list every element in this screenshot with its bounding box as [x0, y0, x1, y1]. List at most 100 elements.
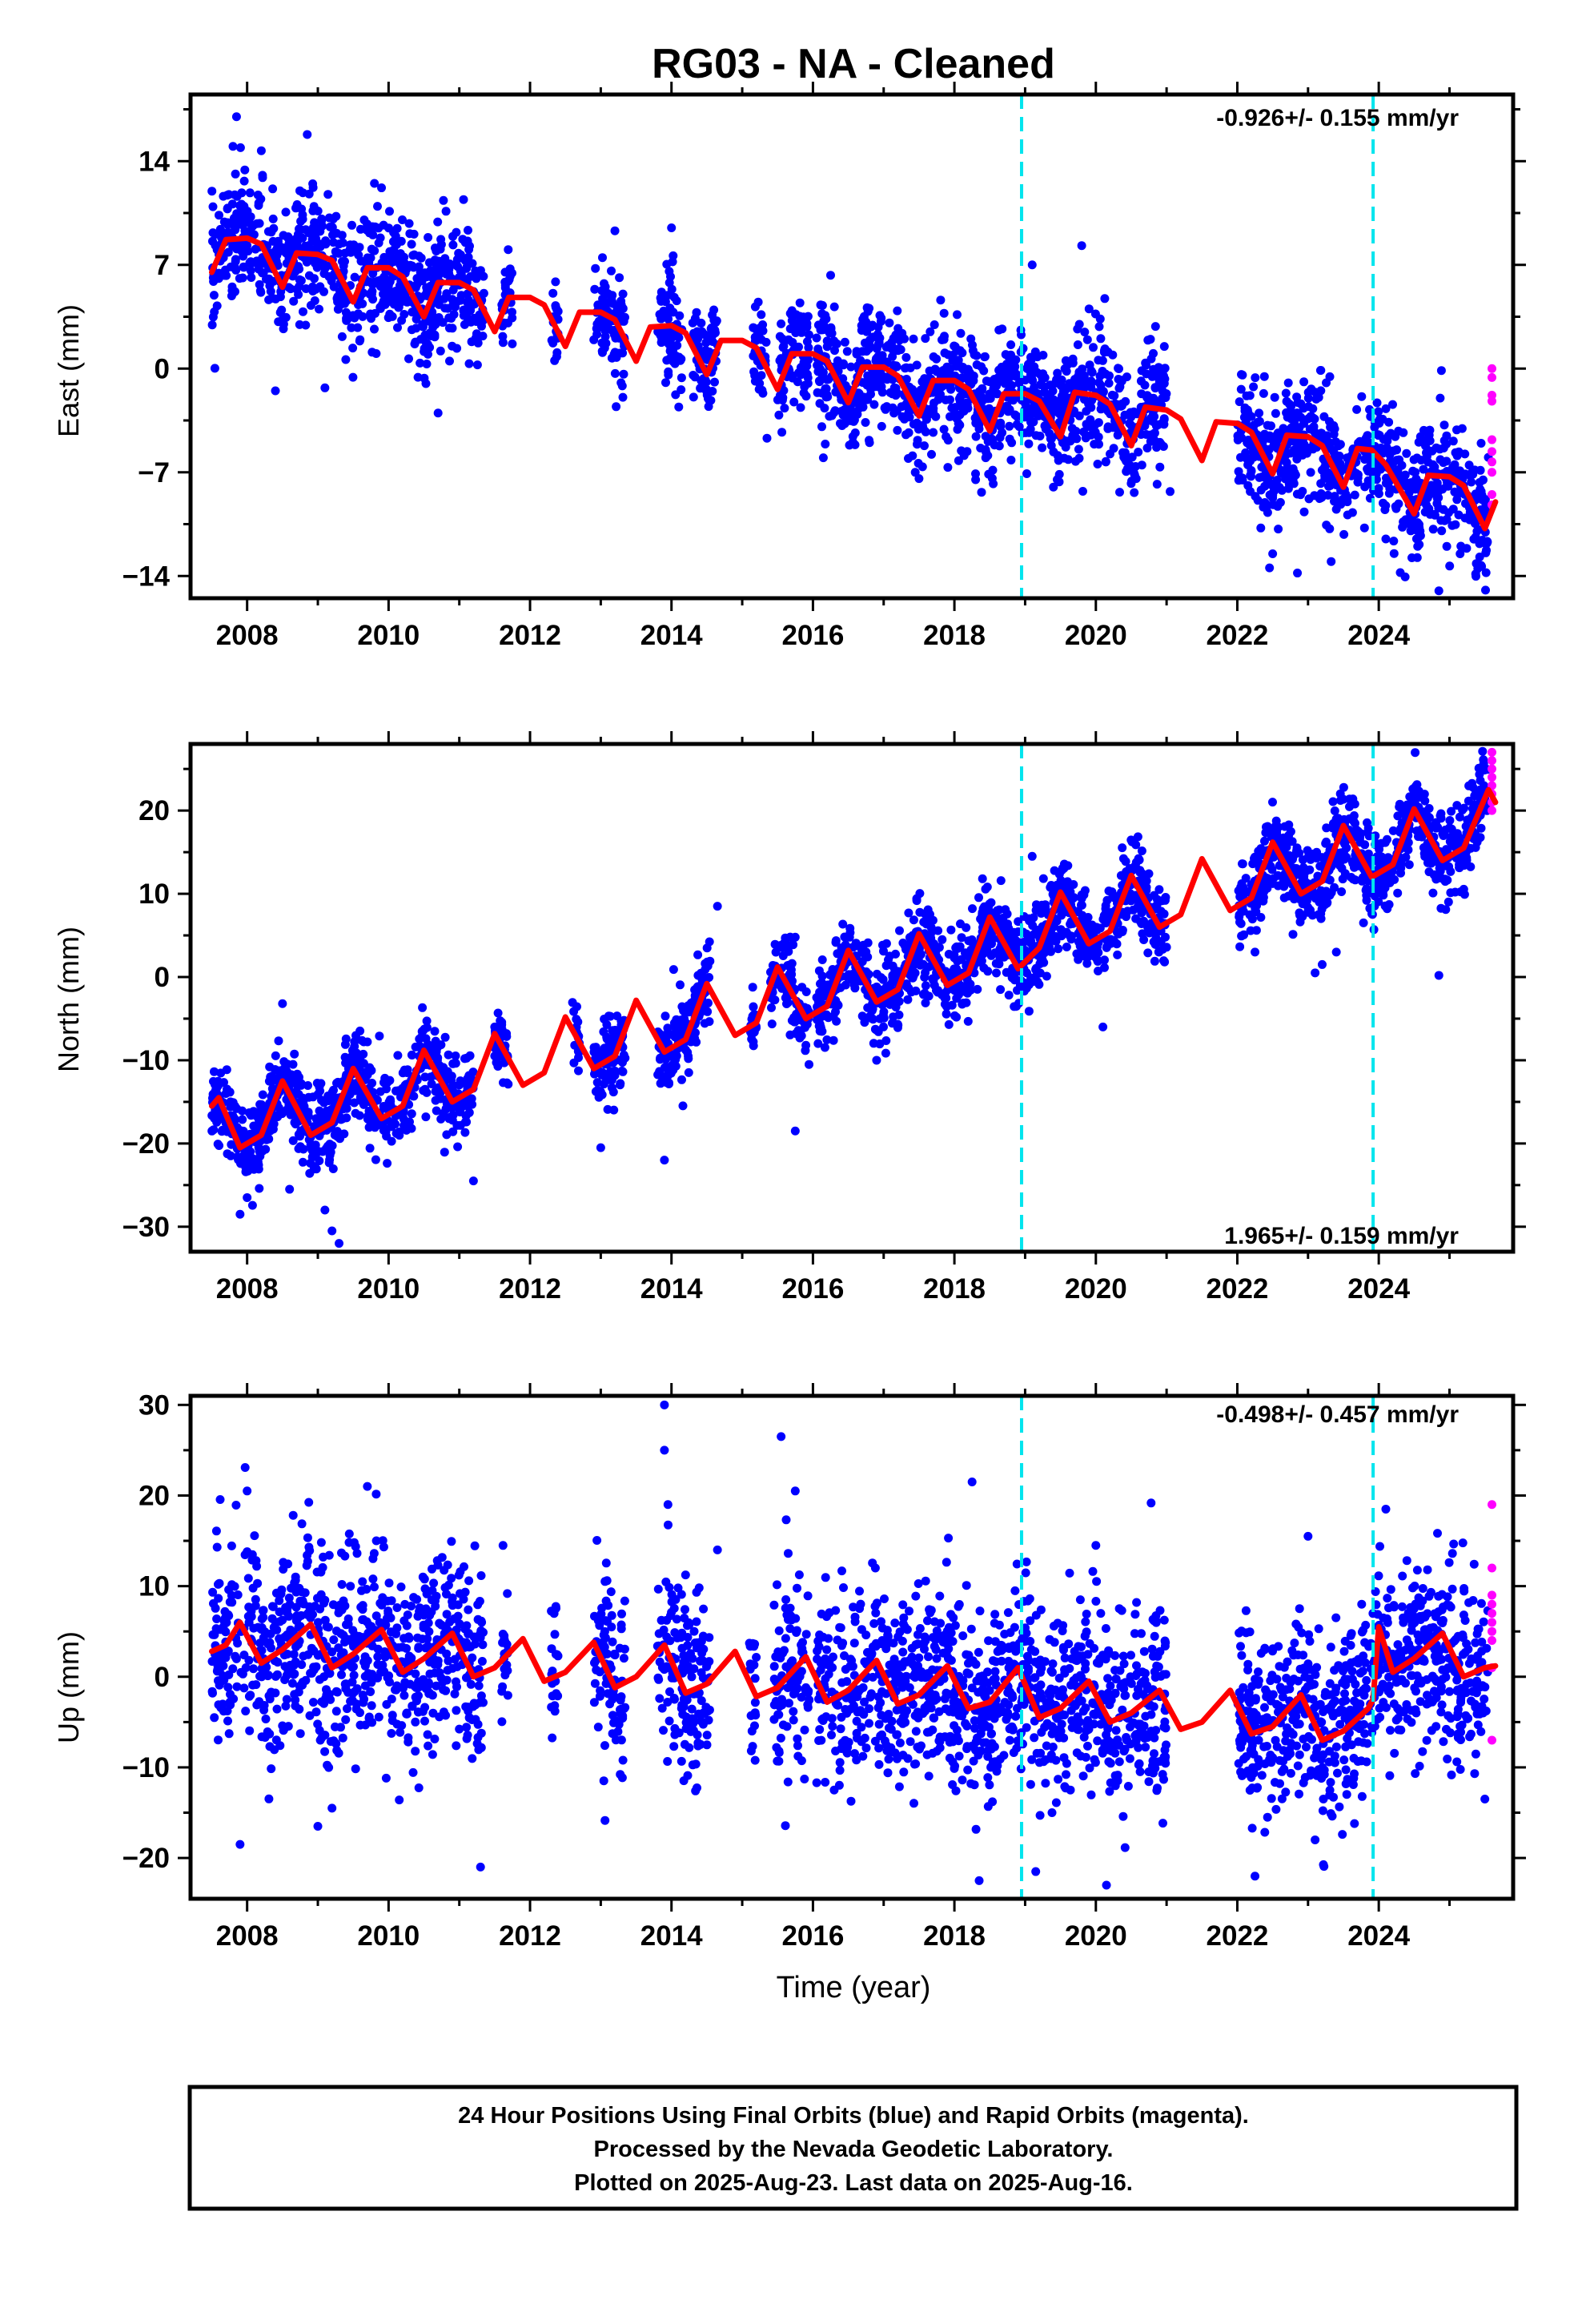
- north-final-point: [693, 950, 703, 959]
- east-final-point: [910, 468, 920, 477]
- east-final-point: [840, 419, 849, 428]
- east-final-point: [1352, 404, 1362, 414]
- north-final-point: [294, 1144, 303, 1153]
- east-final-point: [1465, 508, 1475, 517]
- east-final-point: [677, 373, 686, 383]
- east-final-point: [955, 410, 965, 420]
- east-final-point: [207, 320, 217, 330]
- north-final-point: [290, 1118, 299, 1128]
- east-final-point: [1053, 368, 1062, 378]
- east-final-point: [976, 392, 986, 401]
- east-final-point: [220, 271, 230, 280]
- east-final-point: [665, 346, 675, 356]
- north-final-point: [604, 1075, 613, 1084]
- north-final-point: [386, 1095, 395, 1104]
- east-final-point: [500, 283, 510, 292]
- east-final-point: [1022, 469, 1031, 478]
- east-final-point: [916, 385, 926, 395]
- east-final-point: [618, 348, 628, 358]
- east-final-point: [1243, 455, 1252, 464]
- east-final-point: [1273, 501, 1283, 511]
- north-final-point: [442, 1130, 452, 1140]
- north-final-point: [422, 1023, 432, 1032]
- east-final-point: [1388, 400, 1397, 409]
- north-final-point: [463, 1078, 472, 1088]
- north-final-point: [385, 1076, 395, 1085]
- east-final-point: [1270, 392, 1279, 402]
- east-final-point: [424, 233, 433, 242]
- north-final-point: [247, 1200, 257, 1210]
- east-final-point: [1005, 421, 1014, 431]
- north-final-point: [813, 1039, 823, 1048]
- east-xtick-label: 2008: [216, 620, 279, 651]
- north-final-point: [889, 995, 899, 1005]
- north-plot-area: [207, 744, 1499, 1252]
- east-final-point: [424, 258, 434, 267]
- east-final-point: [251, 244, 260, 254]
- north-final-point: [357, 1035, 367, 1045]
- east-final-point: [1039, 388, 1049, 397]
- east-final-point: [385, 207, 394, 216]
- east-final-point: [930, 320, 939, 329]
- east-final-point: [548, 288, 558, 298]
- east-final-point: [813, 388, 822, 397]
- east-final-point: [1060, 436, 1070, 445]
- north-final-point: [296, 1126, 306, 1136]
- east-final-point: [1152, 480, 1162, 489]
- east-final-point: [245, 188, 255, 198]
- east-final-point: [1086, 383, 1096, 392]
- east-final-point: [1074, 320, 1084, 329]
- north-final-point: [612, 1011, 622, 1021]
- east-final-point: [461, 256, 470, 266]
- east-final-point: [1146, 436, 1155, 446]
- east-final-point: [1288, 464, 1298, 473]
- east-final-point: [777, 428, 787, 437]
- east-final-point: [264, 295, 274, 304]
- east-final-point: [207, 187, 217, 196]
- east-final-outlier-point: [1077, 241, 1086, 251]
- east-final-point: [310, 259, 319, 268]
- north-final-point: [420, 1084, 430, 1094]
- north-final-point: [665, 1080, 673, 1088]
- east-final-point: [232, 244, 242, 254]
- north-final-point: [784, 947, 793, 956]
- north-final-point: [504, 1080, 513, 1089]
- north-final-point: [326, 1148, 335, 1157]
- north-final-point: [829, 1035, 838, 1045]
- north-final-point: [705, 956, 715, 966]
- north-final-point: [460, 1128, 470, 1137]
- east-final-point: [802, 337, 812, 347]
- east-final-point: [1024, 439, 1034, 448]
- north-final-point: [1024, 1007, 1034, 1016]
- east-final-point: [936, 296, 946, 305]
- east-final-point: [674, 333, 684, 343]
- east-final-point: [1073, 340, 1082, 349]
- east-final-point: [885, 318, 894, 328]
- north-final-point: [1010, 975, 1019, 985]
- north-final-point: [288, 1059, 298, 1069]
- north-final-point: [617, 1066, 627, 1076]
- east-final-point: [215, 211, 223, 220]
- east-final-point: [882, 375, 892, 384]
- east-final-point: [1063, 455, 1073, 464]
- east-final-point: [379, 220, 388, 230]
- east-final-point: [789, 397, 799, 407]
- east-final-point: [1428, 525, 1438, 534]
- east-final-point: [696, 318, 705, 328]
- north-final-point: [980, 945, 990, 955]
- north-final-point: [1118, 843, 1127, 853]
- east-final-point: [375, 233, 385, 243]
- north-final-point: [408, 1051, 417, 1059]
- east-final-point: [422, 287, 432, 297]
- east-final-point: [780, 404, 789, 413]
- east-final-point: [1158, 394, 1166, 404]
- east-final-point: [1299, 507, 1309, 517]
- north-final-point: [298, 1157, 307, 1167]
- north-final-point: [400, 1120, 408, 1130]
- east-final-outlier-point: [433, 408, 443, 418]
- east-ytick-label: −14: [122, 561, 171, 592]
- east-final-point: [1430, 462, 1439, 472]
- east-final-point: [863, 371, 873, 380]
- east-final-point: [1415, 526, 1425, 536]
- north-final-point: [418, 1003, 428, 1012]
